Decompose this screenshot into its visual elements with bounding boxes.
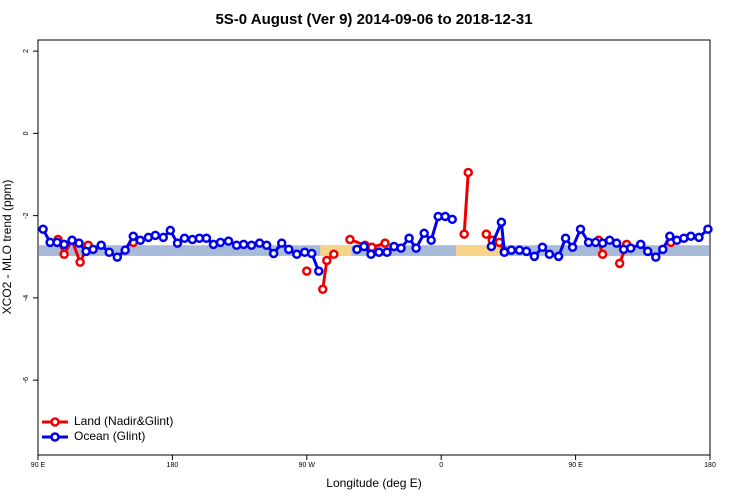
- y-tick-label: -6: [23, 377, 30, 383]
- data-point: [276, 238, 287, 248]
- data-point: [292, 249, 302, 260]
- data-point: [506, 245, 517, 255]
- data-point: [246, 240, 257, 250]
- data-point: [302, 266, 312, 276]
- data-point: [658, 244, 668, 255]
- data-point: [158, 232, 169, 243]
- data-point: [359, 241, 369, 252]
- data-point: [651, 252, 661, 262]
- x-tick-label: 180: [167, 462, 179, 469]
- data-point: [560, 233, 571, 243]
- data-point: [104, 247, 114, 257]
- data-point: [179, 233, 190, 243]
- y-tick-label: -4: [23, 295, 30, 301]
- data-point: [223, 236, 234, 246]
- data-point: [521, 246, 532, 257]
- legend-marker: [50, 432, 60, 442]
- data-point: [306, 248, 317, 259]
- data-point: [345, 234, 355, 245]
- data-point: [135, 235, 146, 246]
- data-point: [635, 239, 646, 250]
- data-point: [318, 284, 328, 294]
- data-point: [544, 249, 555, 260]
- data-point: [120, 245, 130, 255]
- data-point: [567, 242, 578, 253]
- data-point: [575, 224, 586, 234]
- data-point: [529, 251, 540, 262]
- data-point: [172, 238, 183, 248]
- data-point: [597, 249, 608, 260]
- x-tick-label: 90 E: [31, 462, 46, 469]
- data-point: [38, 224, 48, 234]
- data-point: [322, 255, 332, 266]
- x-tick-label: 90 E: [568, 462, 583, 469]
- data-point: [150, 230, 161, 241]
- data-point: [665, 231, 675, 241]
- data-point: [486, 241, 497, 252]
- band-highlight: [456, 245, 501, 256]
- data-point: [463, 167, 473, 178]
- x-tick-label: 180: [704, 462, 716, 469]
- data-point: [96, 240, 106, 250]
- legend-label: Ocean (Glint): [74, 429, 145, 443]
- data-point: [215, 237, 226, 248]
- data-point: [268, 248, 279, 259]
- x-tick-label: 0: [439, 462, 443, 469]
- data-point: [625, 243, 636, 253]
- data-point: [611, 238, 622, 248]
- data-point: [496, 217, 507, 227]
- data-point: [686, 231, 696, 241]
- data-point: [201, 233, 212, 243]
- data-point: [313, 266, 324, 276]
- x-tick-label: 90 W: [299, 462, 316, 469]
- legend-label: Land (Nadir&Glint): [74, 414, 173, 428]
- data-point: [74, 238, 84, 248]
- data-point: [703, 224, 713, 234]
- data-point: [128, 231, 139, 241]
- data-point: [329, 249, 339, 260]
- data-point: [283, 244, 294, 255]
- data-point: [165, 225, 176, 236]
- y-tick-label: 2: [23, 49, 30, 53]
- data-point: [59, 249, 69, 260]
- data-point: [411, 243, 421, 253]
- data-point: [614, 258, 625, 269]
- data-point: [481, 229, 492, 239]
- y-axis-label: XCO2 - MLO trend (ppm): [0, 180, 14, 315]
- data-point: [366, 249, 376, 260]
- data-point: [88, 244, 98, 255]
- data-point: [459, 229, 469, 239]
- plot-frame: [37, 39, 711, 456]
- data-point: [380, 238, 390, 248]
- y-tick-label: 0: [23, 131, 30, 135]
- data-point: [694, 232, 704, 243]
- data-point: [537, 242, 548, 253]
- legend-marker: [50, 417, 60, 427]
- y-tick-label: -2: [23, 212, 30, 218]
- data-point: [112, 252, 123, 262]
- data-point: [59, 239, 69, 250]
- data-point: [419, 228, 429, 239]
- data-point: [553, 251, 564, 262]
- data-point: [404, 233, 414, 243]
- x-axis-label: Longitude (deg E): [326, 476, 421, 490]
- data-point: [426, 235, 436, 246]
- data-point: [447, 214, 458, 225]
- data-point: [642, 246, 653, 257]
- data-point: [75, 257, 85, 267]
- data-point: [382, 247, 392, 257]
- data-point: [261, 240, 272, 250]
- data-point: [238, 239, 249, 250]
- chart-title: 5S-0 August (Ver 9) 2014-09-06 to 2018-1…: [215, 11, 532, 28]
- data-point: [396, 243, 406, 253]
- data-point: [374, 247, 384, 257]
